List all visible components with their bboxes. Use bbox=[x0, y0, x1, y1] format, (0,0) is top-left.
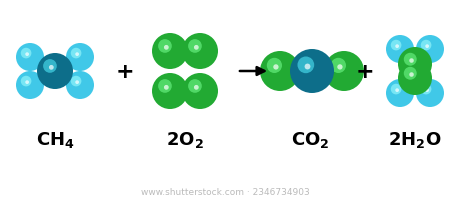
Circle shape bbox=[49, 66, 54, 70]
Circle shape bbox=[71, 76, 81, 87]
Circle shape bbox=[395, 89, 399, 92]
Circle shape bbox=[409, 59, 414, 63]
Circle shape bbox=[25, 53, 29, 57]
Circle shape bbox=[43, 60, 57, 74]
Circle shape bbox=[404, 67, 417, 80]
Circle shape bbox=[194, 85, 199, 90]
Circle shape bbox=[182, 74, 218, 109]
Circle shape bbox=[75, 53, 79, 57]
Circle shape bbox=[164, 46, 169, 50]
Circle shape bbox=[305, 64, 310, 70]
Circle shape bbox=[188, 80, 202, 93]
Circle shape bbox=[21, 76, 32, 87]
Circle shape bbox=[16, 72, 44, 99]
Circle shape bbox=[409, 73, 414, 77]
Circle shape bbox=[194, 46, 199, 50]
Circle shape bbox=[188, 40, 202, 54]
Circle shape bbox=[421, 41, 432, 51]
Circle shape bbox=[182, 34, 218, 70]
Circle shape bbox=[25, 81, 29, 85]
Circle shape bbox=[273, 65, 279, 70]
Circle shape bbox=[71, 49, 81, 59]
Circle shape bbox=[290, 50, 334, 94]
Circle shape bbox=[398, 62, 432, 96]
Circle shape bbox=[416, 80, 444, 108]
Text: $\mathbf{2O_2}$: $\mathbf{2O_2}$ bbox=[166, 129, 204, 149]
Circle shape bbox=[386, 36, 414, 64]
Circle shape bbox=[37, 54, 73, 90]
Circle shape bbox=[386, 80, 414, 108]
Circle shape bbox=[331, 59, 346, 74]
Text: www.shutterstock.com · 2346734903: www.shutterstock.com · 2346734903 bbox=[141, 187, 310, 196]
Circle shape bbox=[152, 74, 188, 109]
Circle shape bbox=[16, 44, 44, 72]
Circle shape bbox=[391, 41, 401, 51]
Circle shape bbox=[158, 80, 172, 93]
Circle shape bbox=[425, 89, 429, 92]
Circle shape bbox=[297, 57, 314, 74]
Text: +: + bbox=[116, 62, 134, 82]
Text: $\mathbf{CH_4}$: $\mathbf{CH_4}$ bbox=[36, 129, 74, 149]
Circle shape bbox=[75, 81, 79, 85]
Circle shape bbox=[398, 48, 432, 82]
Circle shape bbox=[66, 72, 94, 99]
Circle shape bbox=[324, 52, 364, 91]
Circle shape bbox=[425, 45, 429, 49]
Circle shape bbox=[404, 54, 417, 66]
Circle shape bbox=[267, 59, 282, 74]
Circle shape bbox=[21, 49, 32, 59]
Text: +: + bbox=[356, 62, 374, 82]
Circle shape bbox=[260, 52, 300, 91]
Circle shape bbox=[152, 34, 188, 70]
Circle shape bbox=[164, 85, 169, 90]
Circle shape bbox=[391, 84, 401, 95]
Circle shape bbox=[395, 45, 399, 49]
Circle shape bbox=[66, 44, 94, 72]
Text: $\mathbf{CO_2}$: $\mathbf{CO_2}$ bbox=[291, 129, 329, 149]
Circle shape bbox=[337, 65, 342, 70]
Circle shape bbox=[416, 36, 444, 64]
Circle shape bbox=[158, 40, 172, 54]
Text: $\mathbf{2H_2O}$: $\mathbf{2H_2O}$ bbox=[388, 129, 442, 149]
Circle shape bbox=[421, 84, 432, 95]
